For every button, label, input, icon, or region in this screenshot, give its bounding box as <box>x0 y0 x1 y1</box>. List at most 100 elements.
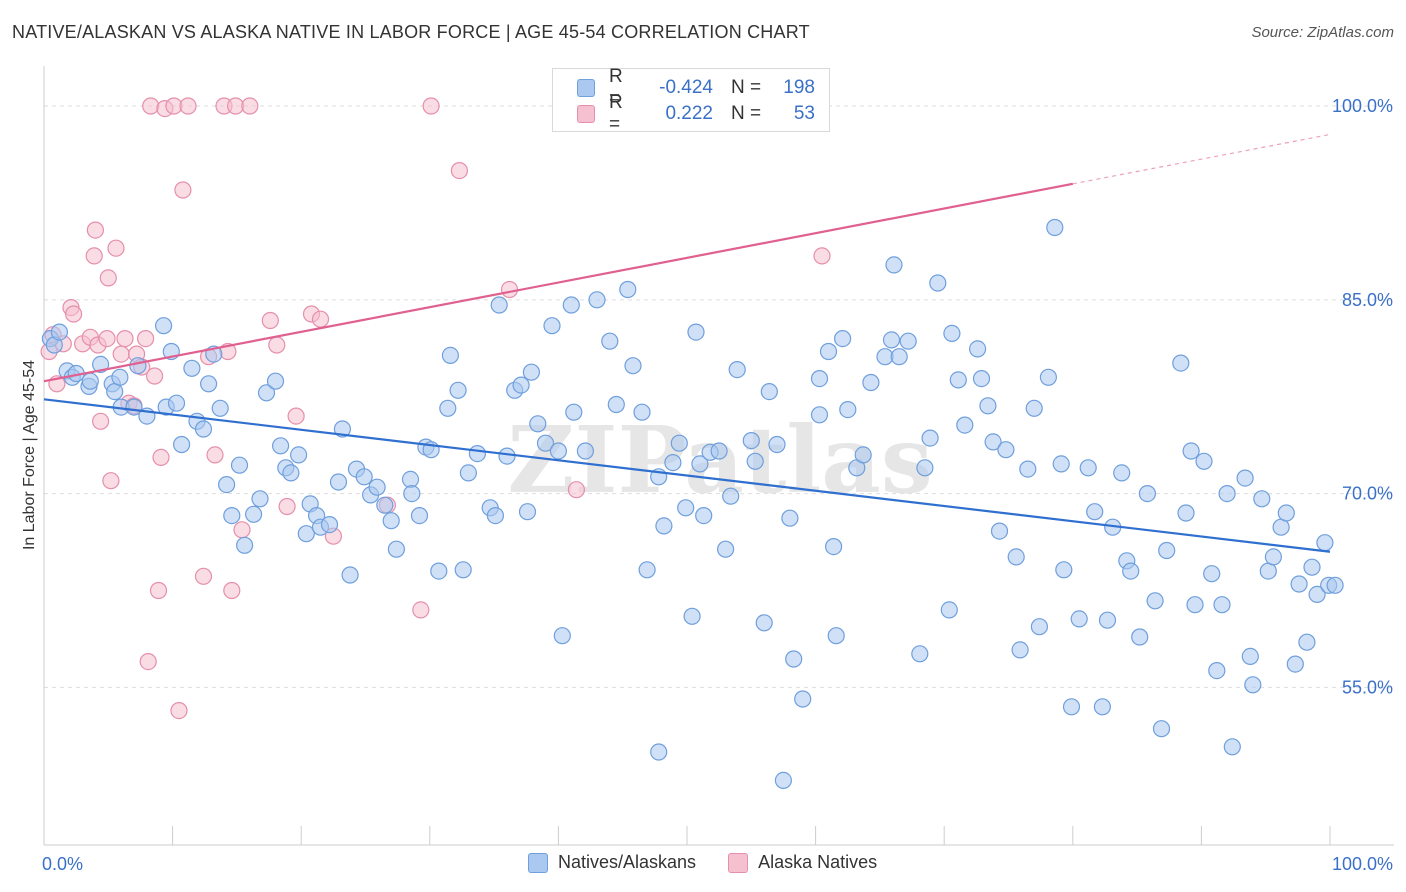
natives-alaskans-point <box>990 522 1009 540</box>
pink-swatch <box>728 852 749 873</box>
natives-alaskans-point <box>441 346 459 364</box>
natives-alaskans-point <box>794 690 812 708</box>
natives-alaskans-point <box>266 372 285 390</box>
natives-alaskans-point <box>1093 698 1112 716</box>
natives-alaskans-point <box>498 447 516 465</box>
natives-alaskans-point <box>972 370 991 388</box>
natives-alaskans-point <box>449 381 467 399</box>
natives-alaskans-point <box>683 607 701 625</box>
natives-alaskans-point <box>833 330 852 348</box>
pink-swatch <box>577 105 595 123</box>
natives-alaskans-point <box>1172 354 1190 372</box>
natives-alaskans-point <box>200 375 218 393</box>
natives-alaskans-point <box>81 372 99 390</box>
natives-alaskans-point <box>562 296 580 314</box>
natives-alaskans-point <box>1039 368 1058 386</box>
natives-alaskans-point <box>984 433 1002 451</box>
n-value: 53 <box>793 103 815 124</box>
natives-alaskans-point <box>454 561 472 579</box>
natives-alaskans-point <box>768 435 786 454</box>
natives-alaskans-point <box>655 517 673 535</box>
natives-alaskans-trend-line <box>43 398 1331 553</box>
natives-alaskans-point <box>382 512 400 530</box>
alaska-natives-point <box>112 345 130 363</box>
natives-alaskans-point <box>929 274 947 292</box>
natives-alaskans-point <box>257 384 276 402</box>
natives-alaskans-point <box>876 348 894 366</box>
natives-alaskans-point <box>183 359 201 377</box>
legend-item-alaska-natives[interactable]: Alaska Natives <box>728 852 877 873</box>
y-tick-label: 55.0% <box>1342 677 1393 697</box>
natives-alaskans-point <box>329 473 348 491</box>
natives-alaskans-point <box>368 478 386 496</box>
alaska-natives-point <box>98 330 116 348</box>
natives-alaskans-point <box>1259 562 1277 580</box>
natives-alaskans-point <box>439 399 457 417</box>
natives-alaskans-point <box>245 505 263 523</box>
x-tick-label: 0.0% <box>42 854 83 874</box>
natives-alaskans-point <box>1055 561 1073 579</box>
alaska-natives-point <box>287 407 305 425</box>
alaska-natives-point <box>278 497 296 516</box>
natives-alaskans-point <box>410 506 429 525</box>
r-value: -0.424 <box>659 77 713 98</box>
natives-alaskans-point <box>997 441 1015 459</box>
natives-alaskans-point <box>1290 575 1308 593</box>
natives-alaskans-point <box>601 332 619 350</box>
natives-alaskans-point <box>1030 618 1049 636</box>
natives-alaskans-point <box>1177 504 1195 522</box>
natives-alaskans-point <box>760 383 778 401</box>
natives-alaskans-point <box>376 496 394 514</box>
natives-alaskans-point <box>785 650 803 668</box>
axes: In Labor Force | Age 45-54 <box>21 66 1394 846</box>
natives-alaskans-point <box>1079 459 1097 477</box>
natives-alaskans-point <box>916 459 934 477</box>
natives-alaskans-point <box>355 468 373 486</box>
natives-alaskans-point <box>1298 633 1316 651</box>
natives-alaskans-point <box>687 323 705 341</box>
natives-alaskans-point <box>1146 592 1164 610</box>
natives-alaskans-point <box>1113 464 1131 482</box>
natives-alaskans-point <box>459 464 477 482</box>
natives-alaskans-point <box>553 627 571 645</box>
alaska-natives-point <box>179 97 197 115</box>
natives-alaskans-point <box>624 357 642 375</box>
alaska-natives-point <box>102 472 120 490</box>
alaska-natives-point <box>116 330 134 348</box>
alaska-natives-point <box>142 97 160 115</box>
natives-alaskans-point <box>543 317 561 335</box>
natives-alaskans-point <box>211 399 229 417</box>
natives-alaskans-point <box>218 476 236 494</box>
natives-alaskans-point <box>1122 562 1140 580</box>
natives-alaskans-point <box>194 420 213 438</box>
legend-label: Alaska Natives <box>758 852 878 872</box>
natives-alaskans-point <box>819 342 838 361</box>
tick-labels: 55.0% 70.0% 85.0% 100.0% 0.0% 100.0% <box>42 96 1393 874</box>
alaska-natives-point <box>152 448 170 466</box>
natives-alaskans-point <box>1218 485 1236 503</box>
x-tick-label: 100.0% <box>1332 854 1393 874</box>
blue-swatch <box>528 852 548 873</box>
natives-alaskans-point <box>512 376 530 394</box>
trend-lines <box>43 133 1331 553</box>
alaska-natives-point <box>174 181 192 199</box>
alaska-natives-point <box>91 412 110 430</box>
natives-alaskans-point <box>1203 565 1221 583</box>
natives-alaskans-point <box>1272 518 1290 536</box>
chart-title: NATIVE/ALASKAN VS ALASKA NATIVE IN LABOR… <box>12 22 810 42</box>
natives-alaskans-point <box>1131 628 1149 646</box>
natives-alaskans-point <box>1253 490 1271 508</box>
natives-alaskans-point <box>91 355 110 373</box>
legend-item-natives-alaskans[interactable]: Natives/Alaskans <box>528 852 696 873</box>
alaska-natives-point <box>149 581 168 600</box>
natives-alaskans-point <box>664 454 682 472</box>
natives-alaskans-point <box>272 437 290 455</box>
natives-alaskans-point <box>890 348 908 366</box>
natives-alaskans-point <box>1098 611 1117 629</box>
natives-alaskans-point <box>943 324 961 342</box>
alaska-natives-point <box>813 247 831 265</box>
natives-alaskans-point <box>755 614 773 632</box>
natives-alaskans-point <box>1138 485 1157 503</box>
y-tick-label: 100.0% <box>1332 96 1393 116</box>
alaska-natives-point <box>139 652 157 671</box>
